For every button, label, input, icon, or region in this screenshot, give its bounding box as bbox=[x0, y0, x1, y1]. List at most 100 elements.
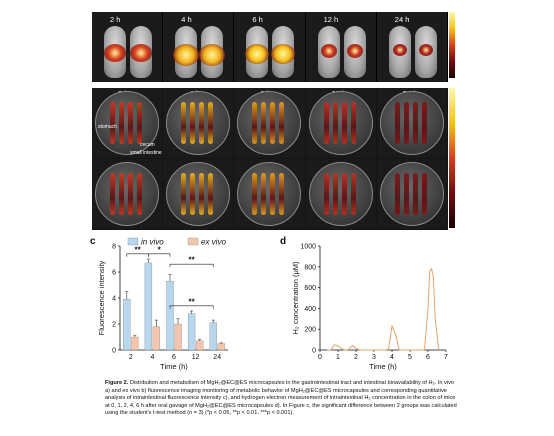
mouse-image bbox=[317, 26, 340, 78]
chart-d-xtick-label: 7 bbox=[444, 354, 448, 361]
chart-d-xtick-label: 0 bbox=[318, 354, 322, 361]
chart-c-significance-label: * bbox=[158, 245, 162, 254]
caption-text: Distribution and metabolism of MgH₂@EC@E… bbox=[105, 380, 457, 417]
intestine-tissue bbox=[403, 173, 409, 215]
chart-d-series-line bbox=[327, 267, 440, 351]
petri-dish bbox=[308, 162, 373, 226]
fluorescence-spot bbox=[320, 44, 337, 58]
panel-a-time-label: 12 h bbox=[323, 15, 339, 24]
chart-c-significance-label: ** bbox=[188, 256, 195, 265]
intestine-tissue bbox=[350, 173, 356, 215]
fluorescence-spot bbox=[104, 44, 126, 62]
panel-b-frame bbox=[163, 159, 234, 229]
chart-d-xtick-label: 6 bbox=[426, 354, 430, 361]
mouse-image bbox=[199, 26, 226, 78]
panel-b-frame bbox=[305, 159, 376, 229]
intestine-tissue bbox=[341, 102, 347, 144]
chart-c-bar bbox=[131, 336, 139, 351]
petri-dish bbox=[379, 91, 444, 155]
chart-c-bar bbox=[144, 262, 153, 351]
chart-d-ytick-label: 1000 bbox=[300, 244, 316, 251]
chart-d-xlabel: Time (h) bbox=[369, 362, 397, 371]
intestine-tissue bbox=[252, 102, 258, 144]
intestine-tissue bbox=[190, 173, 196, 215]
panel-a-time-label: 24 h bbox=[394, 15, 410, 24]
chart-c-bar bbox=[166, 280, 174, 351]
chart-d-ytick-label: 600 bbox=[304, 285, 316, 292]
panel-b-frame bbox=[234, 159, 305, 229]
petri-dish bbox=[308, 91, 373, 155]
panel-a-time-label: 4 h bbox=[181, 15, 192, 24]
chart-d: d 0 200 400 600 800 1000 0 1 2 3 4 5 6 7 Time (h) H₂ con… bbox=[280, 236, 448, 371]
panel-c-label: c bbox=[90, 236, 96, 247]
panel-a-frame: 6 h bbox=[234, 12, 306, 82]
organ-label-small-intestine: small intestine bbox=[130, 150, 162, 156]
intestine-tissue bbox=[394, 173, 400, 215]
panel-a-time-label: 6 h bbox=[252, 15, 263, 24]
fluorescence-spot bbox=[130, 44, 152, 62]
panel-b-frame bbox=[376, 159, 447, 229]
intestine-tissue bbox=[350, 102, 356, 144]
organ-label-stomach: stomach bbox=[98, 124, 117, 130]
fluorescence-spot bbox=[392, 44, 407, 56]
chart-c-xtick-label: 2 bbox=[129, 354, 133, 361]
chart-d-ytick-label: 200 bbox=[304, 327, 316, 334]
panel-b-frame: 6 h bbox=[234, 88, 305, 158]
mouse-image bbox=[130, 26, 152, 78]
mouse-image bbox=[343, 26, 366, 78]
intestine-tissue bbox=[279, 102, 285, 144]
intestine-tissue bbox=[421, 102, 427, 144]
intestine-tissue bbox=[119, 102, 124, 144]
mouse-image bbox=[104, 26, 126, 78]
colorbar-a bbox=[449, 12, 455, 78]
colorbar-b bbox=[449, 88, 455, 228]
chart-c-bar bbox=[187, 313, 196, 351]
chart-c-bar bbox=[209, 322, 217, 351]
fluorescence-spot bbox=[418, 44, 433, 56]
intestine-tissue bbox=[110, 173, 115, 215]
chart-c-bar bbox=[123, 299, 131, 351]
panel-a-frame: 12 h bbox=[305, 12, 377, 82]
intestine-tissue bbox=[332, 173, 338, 215]
caption-figure-label: Figure 2. bbox=[105, 380, 129, 386]
petri-dish bbox=[237, 91, 302, 155]
intestine-tissue bbox=[403, 102, 409, 144]
fluorescence-spot bbox=[199, 44, 226, 66]
chart-c-ylabel: Fluorescence intensity bbox=[97, 260, 106, 335]
fluorescence-spot bbox=[173, 44, 200, 66]
intestine-tissue bbox=[119, 173, 124, 215]
chart-c-bar bbox=[174, 323, 182, 351]
chart-d-xtick-label: 1 bbox=[336, 354, 340, 361]
panel-b-frame: 12 h bbox=[305, 88, 376, 158]
chart-d-ytick-label: 800 bbox=[304, 264, 316, 271]
intestine-tissue bbox=[421, 173, 427, 215]
chart-c-legend-label: in vivo bbox=[141, 238, 164, 247]
fluorescence-spot bbox=[346, 44, 363, 58]
chart-c-significance-bracket bbox=[169, 305, 214, 309]
mouse-image bbox=[414, 26, 437, 78]
chart-c-legend-label: ex vivo bbox=[201, 238, 226, 247]
intestine-tissue bbox=[181, 102, 187, 144]
chart-c-bar bbox=[195, 340, 204, 351]
panel-b: b 2 h4 h6 h12 h24 h stomach cecum small … bbox=[92, 88, 448, 230]
chart-c-significance-bracket bbox=[148, 253, 171, 257]
chart-d-xtick-label: 4 bbox=[390, 354, 394, 361]
chart-c-xtick-label: 12 bbox=[192, 354, 200, 361]
chart-c-significance-bracket bbox=[169, 263, 214, 268]
chart-c-ytick-label: 6 bbox=[112, 270, 116, 277]
petri-dish bbox=[379, 162, 444, 226]
panel-b-frame: 2 h bbox=[92, 88, 163, 158]
chart-d-ylabel: H₂ concentration (μM) bbox=[291, 261, 300, 335]
intestine-tissue bbox=[323, 173, 329, 215]
chart-c-ytick-label: 4 bbox=[112, 296, 116, 303]
chart-d-xtick-label: 3 bbox=[372, 354, 376, 361]
intestine-tissue bbox=[137, 102, 142, 144]
intestine-tissue bbox=[252, 173, 258, 215]
panel-b-frame bbox=[92, 159, 163, 229]
intestine-tissue bbox=[412, 173, 418, 215]
intestine-tissue bbox=[261, 173, 267, 215]
fluorescence-spot bbox=[245, 44, 270, 64]
chart-c-xtick-label: 24 bbox=[213, 354, 221, 361]
chart-c-significance-label: ** bbox=[188, 297, 195, 306]
